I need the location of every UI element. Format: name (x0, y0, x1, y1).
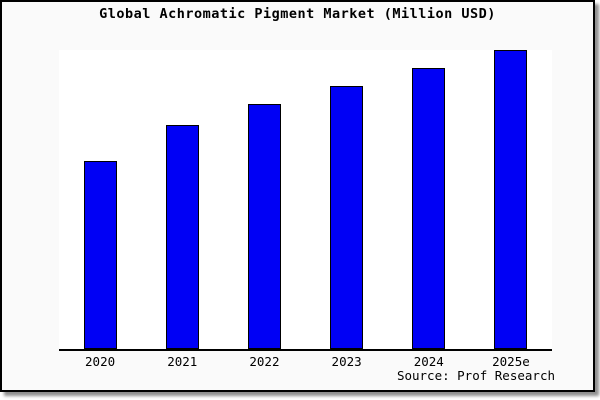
chart-title: Global Achromatic Pigment Market (Millio… (99, 6, 496, 22)
x-axis-labels: 2020 2021 2022 2023 2024 2025e (59, 354, 552, 369)
bar-2022 (247, 104, 281, 349)
bar-2021 (165, 125, 199, 349)
x-axis-label-2022: 2022 (249, 354, 280, 369)
x-axis-label-2020: 2020 (85, 354, 116, 369)
chart-frame: Global Achromatic Pigment Market (Millio… (0, 0, 595, 392)
bar-2025e (494, 50, 528, 349)
source-note: Source: Prof Research (396, 368, 555, 383)
bar-2024 (412, 68, 446, 349)
plot-area (59, 50, 552, 351)
bar-2023 (330, 86, 364, 349)
x-axis-label-2023: 2023 (331, 354, 362, 369)
x-axis-label-2025e: 2025e (492, 354, 530, 369)
x-axis-label-2021: 2021 (167, 354, 198, 369)
x-axis-label-2024: 2024 (413, 354, 444, 369)
bar-2020 (83, 161, 117, 349)
